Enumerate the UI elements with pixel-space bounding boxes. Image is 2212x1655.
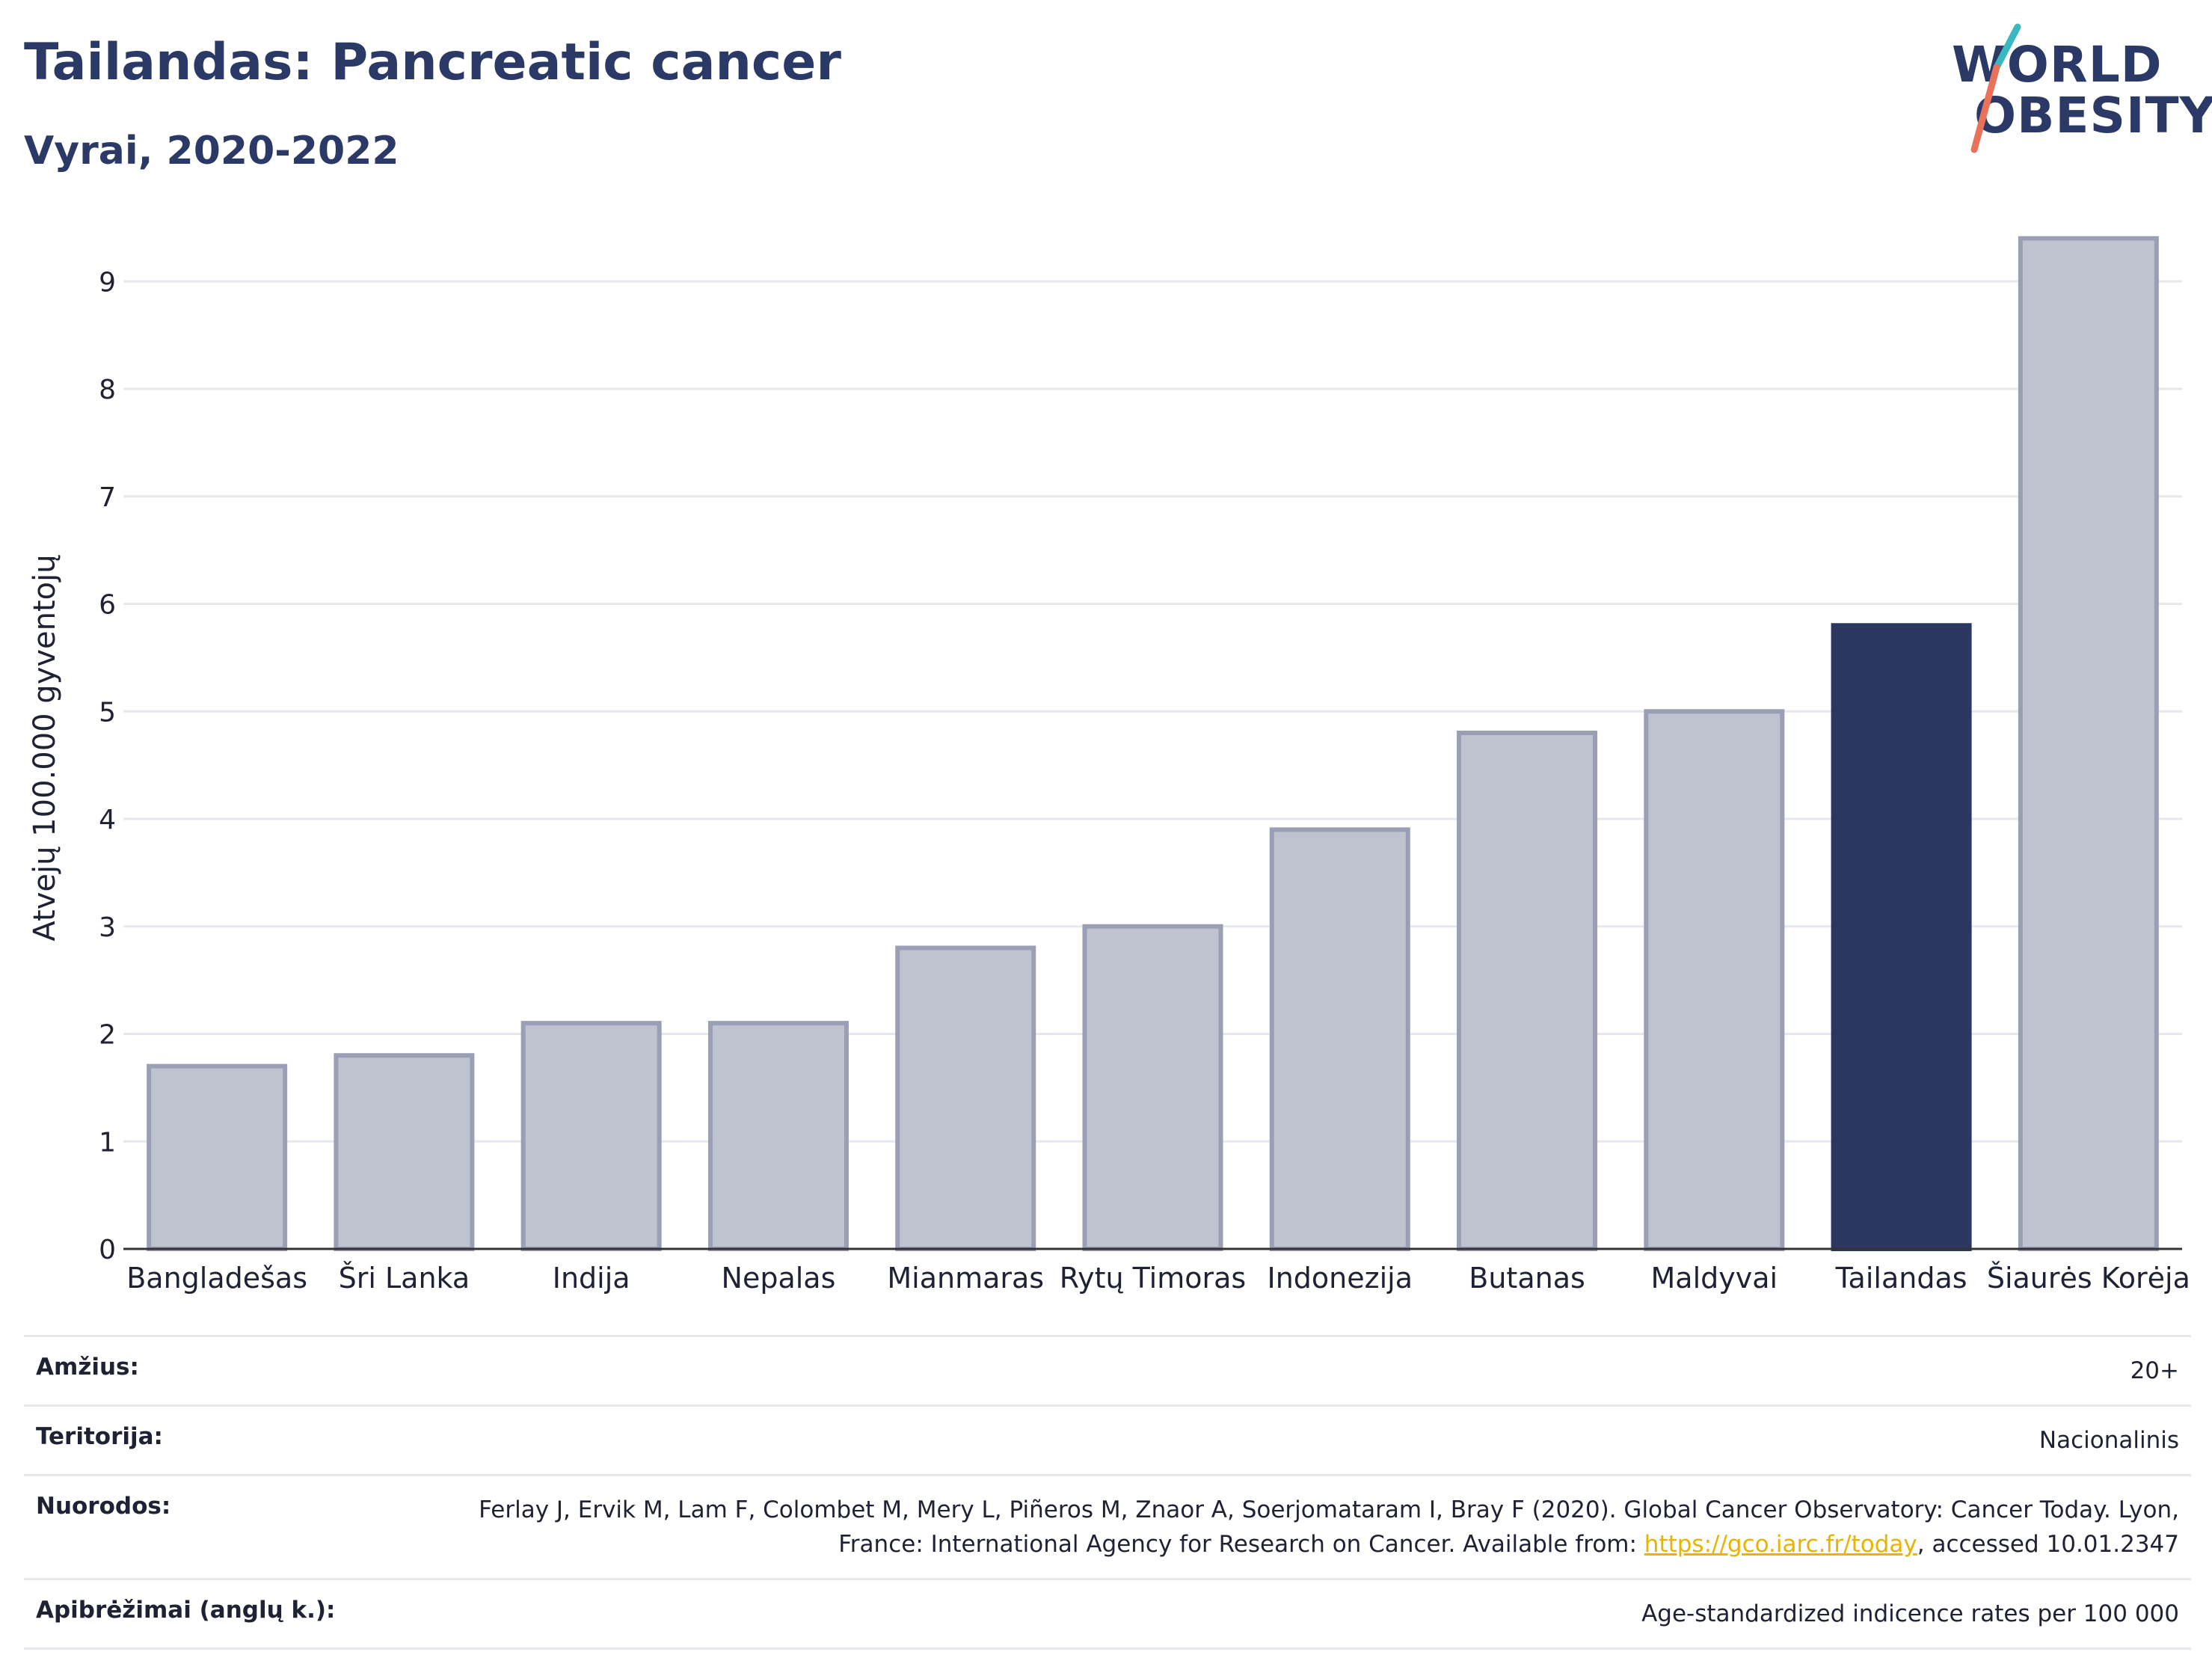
bar-chart: 0 1 2 3 4 5 6 7 8 9 Bangladešas Šri Lanka Indija Nep…	[99, 236, 2190, 1295]
meta-row-age: Amžius: 20+	[24, 1335, 2191, 1404]
reference-link[interactable]: https://gco.iarc.fr/today	[1644, 1531, 1917, 1558]
x-tick-label: Šiaurės Korėja	[1987, 1262, 2190, 1295]
chart-title: Tailandas: Pancreatic cancer	[24, 33, 841, 92]
bar-7	[1457, 731, 1598, 1251]
meta-value-territory: Nacionalinis	[2039, 1427, 2179, 1454]
x-tick-label: Tailandas	[1835, 1262, 1967, 1295]
x-tick-label: Indonezija	[1268, 1262, 1413, 1295]
bar-2	[520, 1021, 662, 1251]
x-tick-label: Rytų Timoras	[1060, 1262, 1246, 1295]
x-tick-label: Nepalas	[722, 1262, 836, 1295]
meta-label-references: Nuorodos:	[36, 1493, 171, 1520]
meta-label-territory: Teritorija:	[36, 1423, 163, 1450]
x-tick-label: Mianmaras	[887, 1262, 1044, 1295]
bar-4	[895, 945, 1036, 1251]
meta-value-references: Ferlay J, Ervik M, Lam F, Colombet M, Me…	[459, 1493, 2179, 1562]
logo-line-1: WORLD	[1952, 36, 2163, 93]
bar-5	[1082, 924, 1223, 1251]
y-tick-label: 0	[99, 1235, 116, 1265]
bar-9	[1831, 623, 1972, 1251]
y-tick-label: 9	[99, 267, 116, 298]
meta-value-age: 20+	[2130, 1357, 2179, 1384]
bars	[147, 236, 2159, 1251]
y-tick-label: 5	[99, 697, 116, 728]
bar-3	[707, 1021, 849, 1251]
reference-accessed-text: , accessed 10.01.2347	[1917, 1531, 2179, 1558]
x-tick-label: Bangladešas	[126, 1262, 307, 1295]
logo-line-2: OBESITY	[1974, 87, 2212, 144]
meta-label-age: Amžius:	[36, 1354, 139, 1381]
x-tick-label: Šri Lanka	[339, 1262, 470, 1295]
y-tick-labels: 0 1 2 3 4 5 6 7 8 9	[99, 267, 116, 1265]
y-tick-label: 1	[99, 1127, 116, 1158]
x-tick-label: Maldyvai	[1651, 1262, 1778, 1295]
meta-row-definitions: Apibrėžimai (anglų k.): Age-standardized…	[24, 1578, 2191, 1650]
bar-0	[147, 1063, 288, 1251]
meta-row-references: Nuorodos: Ferlay J, Ervik M, Lam F, Colo…	[24, 1474, 2191, 1578]
metadata-table: Amžius: 20+ Teritorija: Nacionalinis Nuo…	[24, 1335, 2191, 1650]
y-tick-label: 4	[99, 805, 116, 835]
x-tick-label: Butanas	[1469, 1262, 1585, 1295]
y-tick-label: 6	[99, 590, 116, 621]
meta-value-definitions: Age-standardized indicence rates per 100…	[1641, 1600, 2179, 1627]
x-tick-label: Indija	[553, 1262, 630, 1295]
bar-10	[2018, 236, 2159, 1251]
y-tick-label: 8	[99, 375, 116, 405]
y-tick-label: 2	[99, 1020, 116, 1051]
bar-1	[334, 1053, 475, 1251]
y-tick-label: 7	[99, 482, 116, 513]
logo-slash-icon	[1970, 23, 2021, 153]
bar-6	[1269, 827, 1410, 1251]
x-tick-labels: Bangladešas Šri Lanka Indija Nepalas Mianmar…	[126, 1262, 2190, 1295]
meta-row-territory: Teritorija: Nacionalinis	[24, 1404, 2191, 1474]
meta-label-definitions: Apibrėžimai (anglų k.):	[36, 1597, 336, 1624]
y-tick-label: 3	[99, 912, 116, 943]
reference-text: Ferlay J, Ervik M, Lam F, Colombet M, Me…	[479, 1496, 2179, 1558]
chart-subtitle: Vyrai, 2020-2022	[24, 129, 399, 174]
bar-8	[1644, 709, 1785, 1251]
world-obesity-logo: WORLD OBESITY	[1952, 21, 2212, 156]
